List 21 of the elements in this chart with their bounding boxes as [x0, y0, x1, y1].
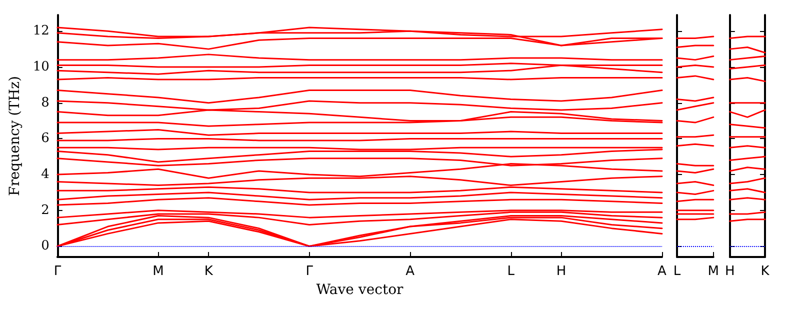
x-axis-title: Wave vector — [316, 282, 404, 298]
x-tick-label: K — [760, 264, 770, 279]
x-tick-label: Γ — [54, 264, 62, 279]
x-tick-label: M — [708, 264, 719, 279]
x-tick-label: Γ — [306, 264, 314, 279]
y-tick-label: 10 — [32, 59, 50, 74]
y-axis-title: Frequency (THz) — [7, 76, 23, 196]
y-tick-label: 2 — [41, 202, 50, 218]
x-tick-label: A — [406, 264, 415, 279]
y-tick-label: 4 — [41, 167, 50, 182]
x-tick-label: A — [658, 264, 667, 279]
y-tick-label: 0 — [41, 238, 50, 254]
x-tick-label: K — [204, 264, 214, 279]
y-tick-label: 12 — [32, 24, 50, 39]
x-tick-label: M — [152, 264, 164, 279]
y-tick-label: 6 — [41, 131, 50, 146]
x-tick-label: L — [507, 264, 516, 279]
x-tick-label: H — [556, 264, 566, 279]
x-tick-label: H — [724, 264, 735, 279]
y-tick-label: 8 — [41, 95, 50, 110]
x-tick-label: L — [673, 264, 682, 279]
